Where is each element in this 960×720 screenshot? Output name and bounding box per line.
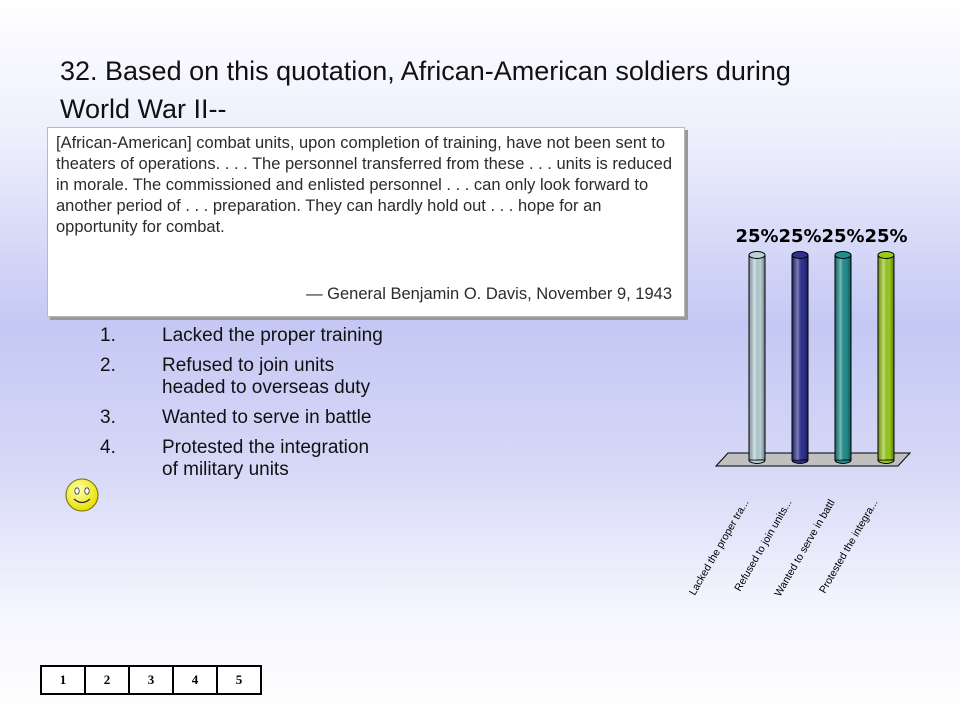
answer-option-2[interactable]: 2. Refused to join units headed to overs… [100,355,390,399]
answer-number: 1. [100,325,116,346]
smiley-icon [65,478,99,512]
answer-label: Protested the integration of military un… [162,437,370,480]
answer-option-4[interactable]: 4. Protested the integration of military… [100,437,390,481]
data-label-4: 25% [864,226,907,247]
answer-number: 2. [100,355,116,376]
answer-option-3[interactable]: 3. Wanted to serve in battle [100,407,390,429]
quote-box: [African-American] combat units, upon co… [47,127,685,317]
bar-1 [748,251,766,464]
bar-2 [791,251,809,464]
answer-label: Wanted to serve in battle [162,407,372,428]
answer-label: Lacked the proper training [162,325,383,346]
answer-list: 1. Lacked the proper training 2. Refused… [100,325,390,489]
keypad-key-1[interactable]: 1 [40,665,86,695]
data-label-1: 25% [735,226,778,247]
bar-4 [877,251,895,464]
data-label-3: 25% [821,226,864,247]
quote-attribution: — General Benjamin O. Davis, November 9,… [306,285,672,303]
keypad-key-4[interactable]: 4 [172,665,218,695]
answer-number: 4. [100,437,116,458]
bar-3 [834,251,852,464]
quote-text: [African-American] combat units, upon co… [56,134,673,236]
answer-label: Refused to join units headed to overseas… [162,355,371,398]
answer-option-1[interactable]: 1. Lacked the proper training [100,325,390,347]
keypad-key-2[interactable]: 2 [84,665,130,695]
slide-title: 32. Based on this quotation, African-Ame… [60,56,791,124]
keypad-key-3[interactable]: 3 [128,665,174,695]
response-chart: 25% 25% 25% 25% Lacked the proper tra...Ref… [687,226,912,599]
answer-number: 3. [100,407,116,428]
data-label-2: 25% [778,226,821,247]
keypad-key-5[interactable]: 5 [216,665,262,695]
keypad: 1 2 3 4 5 [40,665,262,695]
